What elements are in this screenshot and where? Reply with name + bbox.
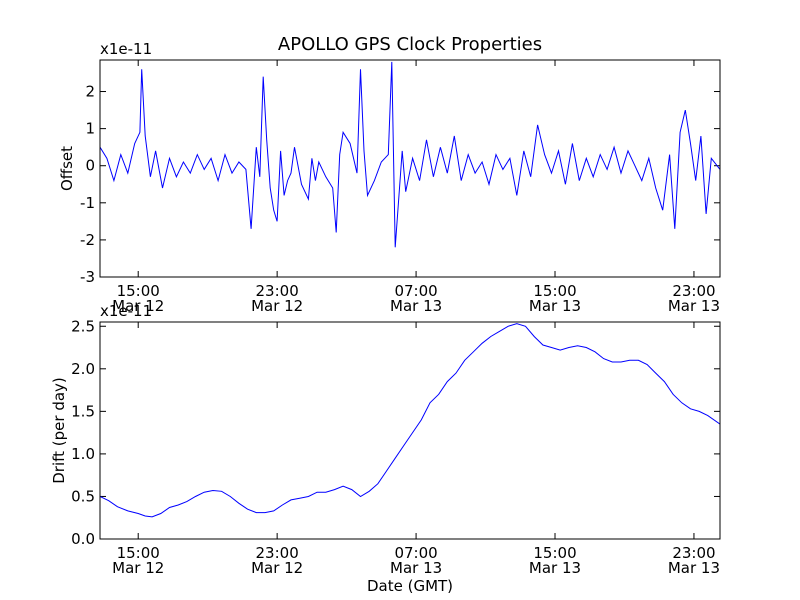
offset-x-tick-date: Mar 13 [390, 297, 442, 315]
drift-x-tick-date: Mar 12 [112, 559, 164, 577]
drift-y-tick-label: 1.0 [71, 445, 95, 463]
drift-y-tick-label: 2.5 [71, 317, 95, 335]
offset-x-tick-date: Mar 12 [112, 297, 164, 315]
offset-x-tick-time: 15:00 [117, 282, 160, 300]
drift-series-line [100, 323, 720, 518]
drift-y-tick-label: 2.0 [71, 360, 95, 378]
offset-x-tick-date: Mar 12 [251, 297, 303, 315]
drift-y-tick-label: 0.0 [71, 530, 95, 548]
drift-scale-label: x1e-11 [100, 302, 152, 320]
drift-plot-area [100, 322, 720, 539]
offset-y-ticks: -3 -2 -1 0 1 2 [80, 83, 720, 286]
drift-y-tick-label: 0.5 [71, 487, 95, 505]
offset-x-tick-date: Mar 13 [529, 297, 581, 315]
drift-x-tick-date: Mar 13 [390, 559, 442, 577]
offset-series-line [100, 61, 720, 248]
drift-x-tick-time: 15:00 [117, 544, 160, 562]
offset-x-tick-time: 07:00 [394, 282, 437, 300]
drift-axes-frame [99, 321, 721, 540]
drift-x-tick-date: Mar 13 [668, 559, 720, 577]
drift-x-tick-time: 15:00 [533, 544, 576, 562]
drift-x-label: Date (GMT) [367, 577, 453, 595]
offset-scale-label: x1e-11 [100, 40, 152, 58]
offset-y-tick-label: 2 [85, 83, 95, 101]
offset-y-tick-label: 0 [85, 157, 95, 175]
drift-x-tick-date: Mar 12 [251, 559, 303, 577]
offset-axes-frame [99, 59, 721, 278]
drift-x-tick-time: 23:00 [256, 544, 299, 562]
drift-y-label: Drift (per day) [50, 377, 68, 484]
offset-y-tick-label: -1 [80, 194, 95, 212]
offset-x-tick-time: 15:00 [533, 282, 576, 300]
offset-x-tick-date: Mar 13 [668, 297, 720, 315]
drift-x-tick-time: 23:00 [672, 544, 715, 562]
offset-x-tick-time: 23:00 [672, 282, 715, 300]
offset-y-tick-label: -2 [80, 231, 95, 249]
offset-y-tick-label: 1 [85, 120, 95, 138]
drift-y-ticks: 0.0 0.5 1.0 1.5 2.0 2.5 [71, 317, 720, 548]
offset-y-label: Offset [58, 146, 76, 191]
offset-x-tick-time: 23:00 [256, 282, 299, 300]
drift-x-tick-time: 07:00 [394, 544, 437, 562]
drift-x-tick-date: Mar 13 [529, 559, 581, 577]
drift-y-tick-label: 1.5 [71, 402, 95, 420]
offset-y-tick-label: -3 [80, 268, 95, 286]
chart-title: APOLLO GPS Clock Properties [278, 34, 542, 55]
